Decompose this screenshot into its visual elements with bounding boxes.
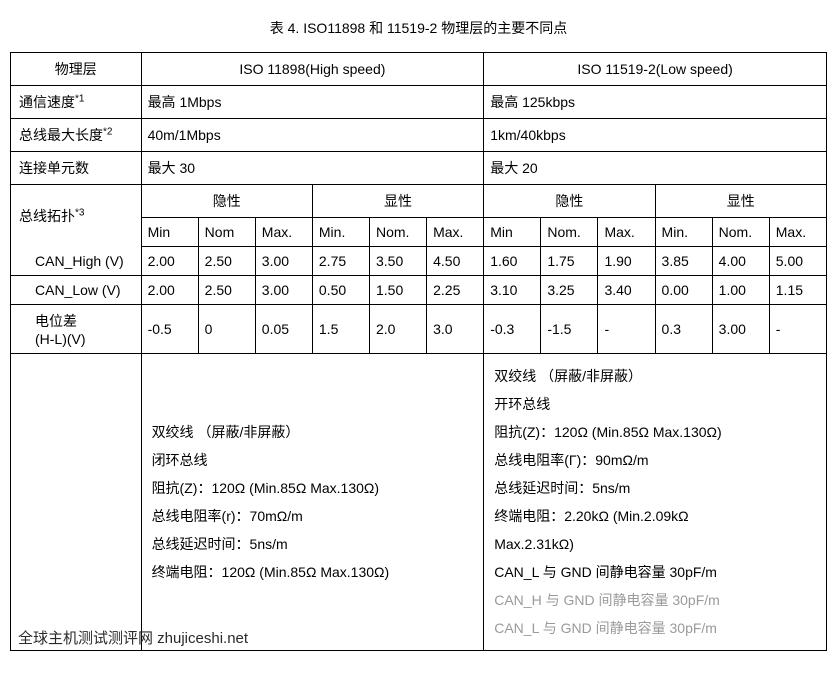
cl-hr-1: 2.50 [198,276,255,305]
table-header-row: 物理层 ISO 11898(High speed) ISO 11519-2(Lo… [11,53,827,86]
spec-high-line: 终端电阻：120Ω (Min.85Ω Max.130Ω) [152,558,474,586]
cell-length-low: 1km/40kbps [484,119,827,152]
spec-low-line: CAN_L 与 GND 间静电容量 30pF/m [494,558,816,586]
df-hr-2: 0.05 [255,305,312,354]
header-low: ISO 11519-2(Low speed) [484,53,827,86]
cl-hr-2: 3.00 [255,276,312,305]
watermark-text: 全球主机测试测评网 zhujiceshi.net [18,627,827,648]
ch-hd-2: 4.50 [427,247,484,276]
hd-hr-min: Min [141,218,198,247]
cl-ld-1: 1.00 [712,276,769,305]
df-lr-1: -1.5 [541,305,598,354]
header-phy: 物理层 [11,53,142,86]
header-high: ISO 11898(High speed) [141,53,484,86]
ch-hr-0: 2.00 [141,247,198,276]
label-can-low: CAN_Low (V) [11,276,142,305]
spec-high: 双绞线 （屏蔽/非屏蔽） 闭环总线 阻抗(Z)：120Ω (Min.85Ω Ma… [141,354,484,651]
hd-hr-max: Max. [255,218,312,247]
df-hr-1: 0 [198,305,255,354]
hd-ld-min: Min. [655,218,712,247]
subhead-low-recessive: 隐性 [484,185,655,218]
spec-low-line: CAN_H 与 GND 间静电容量 30pF/m [494,586,816,614]
spec-high-line: 总线延迟时间：5ns/m [152,530,474,558]
hd-ld-nom: Nom. [712,218,769,247]
label-length: 总线最大长度*2 [11,119,142,152]
spec-high-line: 双绞线 （屏蔽/非屏蔽） [152,418,474,446]
spec-low-line: 阻抗(Z)：120Ω (Min.85Ω Max.130Ω) [494,418,816,446]
ch-lr-1: 1.75 [541,247,598,276]
row-diff: 电位差 (H-L)(V) -0.5 0 0.05 1.5 2.0 3.0 -0.… [11,305,827,354]
df-ld-1: 3.00 [712,305,769,354]
ch-ld-2: 5.00 [769,247,826,276]
ch-ld-1: 4.00 [712,247,769,276]
spec-low-line: 双绞线 （屏蔽/非屏蔽） [494,362,816,390]
ch-hr-1: 2.50 [198,247,255,276]
df-hd-2: 3.0 [427,305,484,354]
hd-ld-max: Max. [769,218,826,247]
subhead-low-dominant: 显性 [655,185,826,218]
label-speed: 通信速度*1 [11,86,142,119]
ch-hd-1: 3.50 [370,247,427,276]
cl-lr-0: 3.10 [484,276,541,305]
label-can-high: CAN_High (V) [11,247,142,276]
cl-lr-2: 3.40 [598,276,655,305]
comparison-table: 物理层 ISO 11898(High speed) ISO 11519-2(Lo… [10,52,827,651]
cell-speed-low: 最高 125kbps [484,86,827,119]
label-diff: 电位差 (H-L)(V) [11,305,142,354]
df-lr-2: - [598,305,655,354]
ch-hd-0: 2.75 [312,247,369,276]
row-length: 总线最大长度*2 40m/1Mbps 1km/40kbps [11,119,827,152]
label-units: 连接单元数 [11,152,142,185]
ch-lr-0: 1.60 [484,247,541,276]
df-hr-0: -0.5 [141,305,198,354]
spec-low-line: 总线电阻率(Γ)：90mΩ/m [494,446,816,474]
subhead-high-dominant: 显性 [312,185,483,218]
hd-lr-max: Max. [598,218,655,247]
cell-units-low: 最大 20 [484,152,827,185]
row-spec: 双绞线 （屏蔽/非屏蔽） 闭环总线 阻抗(Z)：120Ω (Min.85Ω Ma… [11,354,827,651]
subhead-high-recessive: 隐性 [141,185,312,218]
df-hd-0: 1.5 [312,305,369,354]
cl-hr-0: 2.00 [141,276,198,305]
hd-lr-min: Min [484,218,541,247]
cl-lr-1: 3.25 [541,276,598,305]
cell-length-high: 40m/1Mbps [141,119,484,152]
hd-hd-nom: Nom. [370,218,427,247]
df-ld-2: - [769,305,826,354]
cell-units-high: 最大 30 [141,152,484,185]
spec-low-line: 终端电阻：2.20kΩ (Min.2.09kΩ [494,502,816,530]
row-units: 连接单元数 最大 30 最大 20 [11,152,827,185]
spec-low-line: 开环总线 [494,390,816,418]
hd-hd-min: Min. [312,218,369,247]
cl-hd-0: 0.50 [312,276,369,305]
cl-hd-2: 2.25 [427,276,484,305]
spec-low: 双绞线 （屏蔽/非屏蔽） 开环总线 阻抗(Z)：120Ω (Min.85Ω Ma… [484,354,827,651]
row-speed: 通信速度*1 最高 1Mbps 最高 125kbps [11,86,827,119]
spec-empty [11,354,142,651]
cell-speed-high: 最高 1Mbps [141,86,484,119]
hd-lr-nom: Nom. [541,218,598,247]
row-can-low: CAN_Low (V) 2.00 2.50 3.00 0.50 1.50 2.2… [11,276,827,305]
spec-high-line: 总线电阻率(r)：70mΩ/m [152,502,474,530]
df-ld-0: 0.3 [655,305,712,354]
row-can-high: CAN_High (V) 2.00 2.50 3.00 2.75 3.50 4.… [11,247,827,276]
hd-hd-max: Max. [427,218,484,247]
ch-lr-2: 1.90 [598,247,655,276]
spec-low-line: 总线延迟时间：5ns/m [494,474,816,502]
ch-hr-2: 3.00 [255,247,312,276]
label-topo: 总线拓扑*3 [11,185,142,247]
ch-ld-0: 3.85 [655,247,712,276]
row-topo-header: 总线拓扑*3 隐性 显性 隐性 显性 [11,185,827,218]
cl-ld-2: 1.15 [769,276,826,305]
cl-ld-0: 0.00 [655,276,712,305]
spec-high-line: 闭环总线 [152,446,474,474]
hd-hr-nom: Nom [198,218,255,247]
spec-low-line: Max.2.31kΩ) [494,530,816,558]
spec-high-line: 阻抗(Z)：120Ω (Min.85Ω Max.130Ω) [152,474,474,502]
df-lr-0: -0.3 [484,305,541,354]
cl-hd-1: 1.50 [370,276,427,305]
df-hd-1: 2.0 [370,305,427,354]
table-title: 表 4. ISO11898 和 11519-2 物理层的主要不同点 [10,18,827,38]
